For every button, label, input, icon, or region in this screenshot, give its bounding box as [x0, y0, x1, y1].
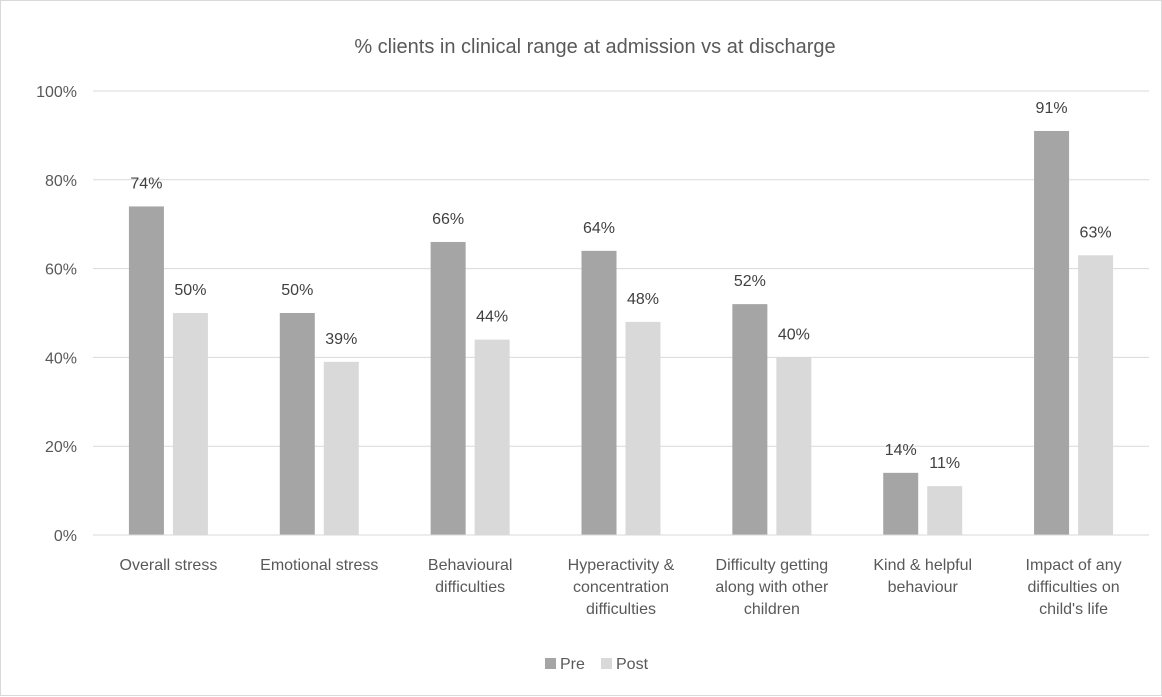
x-category-label: Overall stress — [120, 557, 218, 574]
bar-pre — [128, 206, 164, 535]
bar-post — [1078, 255, 1114, 535]
data-label: 74% — [130, 175, 162, 192]
x-category-label: Behavioural — [428, 557, 513, 574]
bar-pre — [732, 304, 768, 535]
legend-swatch-post — [601, 658, 612, 669]
gridlines — [93, 90, 1149, 536]
legend: Pre Post — [545, 656, 649, 673]
legend-label-post: Post — [616, 656, 649, 673]
x-axis: Overall stress Emotional stress Behavioura… — [93, 534, 1149, 618]
data-label: 39% — [325, 331, 357, 348]
y-tick-label: 40% — [45, 350, 77, 367]
data-label: 48% — [627, 291, 659, 308]
bar-post — [776, 357, 812, 535]
data-label: 14% — [885, 442, 917, 459]
data-label: 52% — [734, 273, 766, 290]
bar-pre — [1034, 130, 1070, 535]
chart-title: % clients in clinical range at admission… — [354, 36, 835, 58]
data-label: 50% — [174, 282, 206, 299]
y-tick-label: 0% — [54, 528, 77, 545]
data-label: 66% — [432, 211, 464, 228]
data-label: 40% — [778, 326, 810, 343]
x-category-label: Hyperactivity & — [568, 557, 675, 574]
bar-post — [323, 361, 359, 535]
data-label: 91% — [1036, 100, 1068, 117]
x-category-label: children — [744, 601, 800, 618]
x-category-label: Kind & helpful — [873, 557, 972, 574]
y-tick-label: 60% — [45, 262, 77, 279]
legend-label-pre: Pre — [560, 656, 585, 673]
bar-post — [474, 339, 510, 535]
x-category-label: along with other — [715, 579, 829, 596]
x-category-label: difficulties — [435, 579, 505, 596]
bars — [128, 130, 1114, 535]
x-category-label: behaviour — [888, 579, 959, 596]
bar-pre — [581, 250, 617, 535]
y-tick-label: 80% — [45, 173, 77, 190]
y-tick-label: 100% — [36, 84, 77, 101]
data-label: 64% — [583, 220, 615, 237]
bar-post — [172, 313, 208, 535]
bar-pre — [279, 313, 315, 535]
x-category-label: difficulties — [586, 601, 656, 618]
x-category-label: Impact of any — [1026, 557, 1122, 574]
bar-post — [625, 321, 661, 535]
bar-pre — [430, 241, 466, 535]
data-label: 44% — [476, 309, 508, 326]
bar-post — [927, 486, 963, 535]
legend-swatch-pre — [545, 658, 556, 669]
y-tick-label: 20% — [45, 439, 77, 456]
bar-pre — [883, 472, 919, 535]
data-label: 11% — [929, 455, 960, 472]
data-label: 63% — [1080, 224, 1112, 241]
y-axis: 0% 20% 40% 60% 80% 100% — [36, 84, 77, 545]
data-labels: 74% 50% 50% 39% 66% 44% 64% 48% 52% 40% 14% 11% 91% 6… — [130, 100, 1111, 472]
data-label: 50% — [281, 282, 313, 299]
x-category-label: Emotional stress — [260, 557, 378, 574]
x-category-label: Difficulty getting — [716, 557, 829, 574]
x-category-label: concentration — [573, 579, 669, 596]
x-category-label: difficulties on — [1027, 579, 1119, 596]
x-category-label: child's life — [1039, 601, 1108, 618]
